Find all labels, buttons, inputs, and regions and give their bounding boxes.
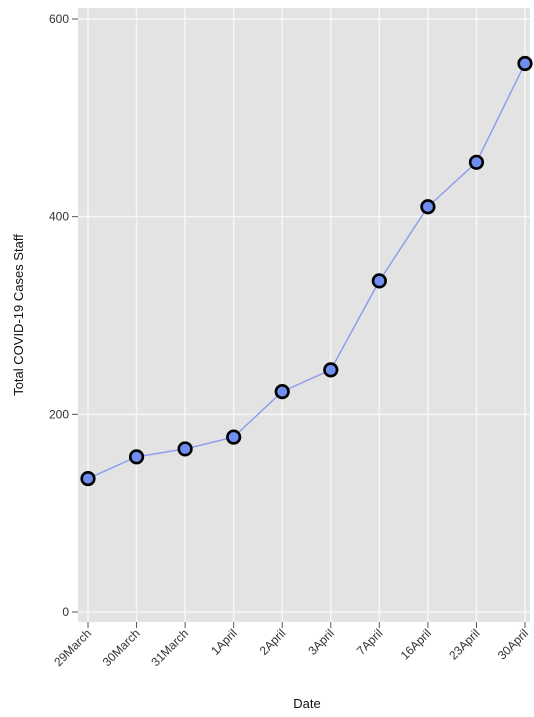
data-point [323,362,339,378]
data-point [371,273,387,289]
data-point [517,55,533,72]
x-axis-title: Date [293,696,320,711]
x-tick-label: 1April [208,626,240,658]
y-tick-label: 200 [49,407,69,421]
data-point [80,470,96,487]
data-point [226,429,242,445]
x-tick-label: 23April [446,626,482,662]
y-tick-label: 0 [62,605,69,619]
x-tick-label: 3April [305,626,337,658]
x-tick-label: 7April [354,626,386,658]
data-point [274,384,290,400]
x-tick-label: 31March [148,626,191,669]
gridlines [78,8,530,622]
series-line [87,63,526,480]
x-tick-label: 2April [257,626,289,658]
plot-area [78,8,530,622]
y-axis-title: Total COVID-19 Cases Staff [11,234,26,396]
x-tick-label: 29March [51,626,94,669]
x-tick-label: 30March [100,626,143,669]
series [80,55,533,487]
data-point [468,154,485,170]
data-point [177,441,193,457]
x-tick-label: 30April [495,626,531,662]
data-point [420,199,436,215]
x-tick-label: 16April [398,626,434,662]
y-tick-label: 400 [49,210,69,224]
y-tick-label: 600 [49,12,69,26]
data-point [128,449,145,465]
